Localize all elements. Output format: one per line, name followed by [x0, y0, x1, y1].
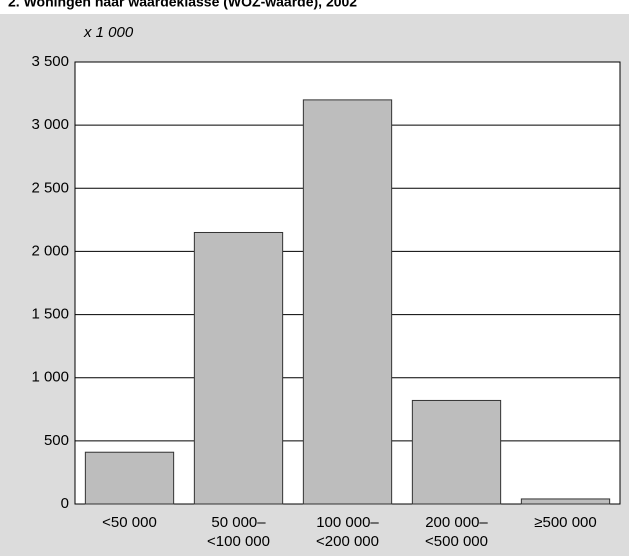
bar — [84, 451, 175, 505]
x-tick-label: <50 000 — [102, 514, 157, 531]
unit-label: x 1 000 — [83, 24, 134, 41]
y-tick-label: 500 — [44, 432, 69, 449]
y-tick-label: 1 000 — [31, 369, 69, 386]
x-tick-label: 50 000– <100 000 — [207, 514, 270, 550]
y-tick-label: 3 000 — [31, 116, 69, 133]
bar — [411, 399, 502, 505]
y-tick-label: 1 500 — [31, 306, 69, 323]
x-tick-label: 200 000– <500 000 — [425, 514, 488, 550]
bar — [193, 231, 284, 505]
y-tick-label: 3 500 — [31, 53, 69, 70]
y-tick-label: 0 — [61, 495, 69, 512]
y-tick-label: 2 000 — [31, 242, 69, 259]
chart-title: 2. Woningen naar waardeklasse (WOZ-waard… — [8, 0, 357, 10]
bar — [520, 498, 611, 505]
x-tick-label: ≥500 000 — [534, 514, 596, 531]
x-tick-label: 100 000– <200 000 — [316, 514, 379, 550]
y-tick-label: 2 500 — [31, 179, 69, 196]
bar — [302, 99, 393, 505]
